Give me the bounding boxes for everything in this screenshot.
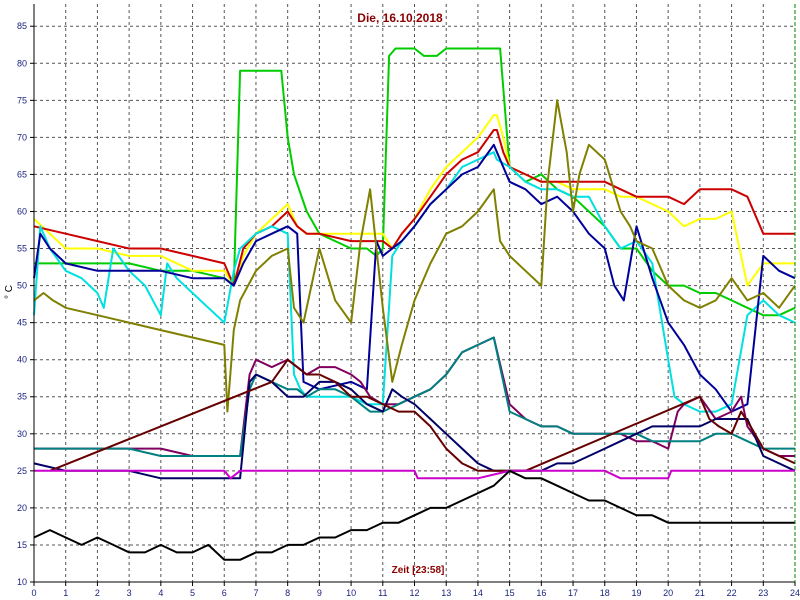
x-tick-label: 13 — [441, 588, 451, 598]
y-tick-label: 15 — [17, 540, 27, 550]
series-line-3 — [33, 129, 795, 287]
x-tick-label: 1 — [63, 588, 68, 598]
series-line-12 — [33, 469, 795, 561]
y-tick-label: 50 — [17, 281, 27, 291]
y-tick-label: 20 — [17, 503, 27, 513]
y-tick-label: 40 — [17, 355, 27, 365]
series-line-10 — [49, 358, 796, 472]
y-tick-label: 80 — [17, 58, 27, 68]
y-tick-label: 65 — [17, 169, 27, 179]
axes — [30, 4, 796, 586]
y-tick-label: 45 — [17, 318, 27, 328]
x-tick-label: 20 — [663, 588, 673, 598]
y-tick-label: 60 — [17, 206, 27, 216]
y-tick-label: 35 — [17, 392, 27, 402]
series-line-11 — [34, 469, 795, 480]
x-tick-label: 22 — [727, 588, 737, 598]
x-tick-label: 16 — [536, 588, 546, 598]
x-tick-label: 6 — [222, 588, 227, 598]
y-axis-label: ° C — [4, 285, 15, 299]
y-tick-label: 85 — [17, 21, 27, 31]
x-tick-label: 15 — [505, 588, 515, 598]
x-tick-label: 11 — [378, 588, 387, 598]
x-tick-label: 3 — [127, 588, 132, 598]
x-tick-label: 10 — [346, 588, 356, 598]
x-axis-label: Zeit [23:58] — [392, 565, 445, 576]
series-line-9 — [33, 373, 796, 480]
x-tick-label: 12 — [409, 588, 419, 598]
x-tick-labels: 0 1 2 3 4 5 6 7 8 9 10 11 12 13 14 15 16 17 18 19 20 21 22 23 24 — [31, 588, 800, 598]
x-tick-label: 24 — [790, 588, 800, 598]
x-tick-label: 19 — [631, 588, 641, 598]
chart-title: Die, 16.10.2018 — [357, 11, 443, 25]
x-tick-label: 5 — [190, 588, 195, 598]
series-line-4 — [33, 151, 796, 413]
y-tick-label: 25 — [17, 466, 27, 476]
series-layer — [33, 47, 796, 561]
x-tick-label: 9 — [317, 588, 322, 598]
y-tick-label: 10 — [17, 577, 27, 587]
x-tick-label: 8 — [285, 588, 290, 598]
x-tick-label: 14 — [473, 588, 483, 598]
x-tick-label: 0 — [31, 588, 36, 598]
x-tick-label: 18 — [600, 588, 610, 598]
x-tick-label: 7 — [253, 588, 258, 598]
series-line-5 — [33, 143, 796, 413]
x-tick-label: 2 — [95, 588, 100, 598]
x-tick-label: 21 — [695, 588, 705, 598]
y-tick-label: 55 — [17, 244, 27, 254]
y-tick-labels: 10 15 20 25 30 35 40 45 50 55 60 65 70 75 80 85 — [17, 21, 27, 587]
y-tick-label: 30 — [17, 429, 27, 439]
y-tick-label: 70 — [17, 132, 27, 142]
series-line-6 — [33, 99, 796, 413]
x-tick-label: 23 — [758, 588, 768, 598]
y-tick-label: 75 — [17, 95, 27, 105]
series-line-1 — [34, 47, 796, 317]
x-tick-label: 17 — [568, 588, 578, 598]
x-tick-label: 4 — [158, 588, 163, 598]
